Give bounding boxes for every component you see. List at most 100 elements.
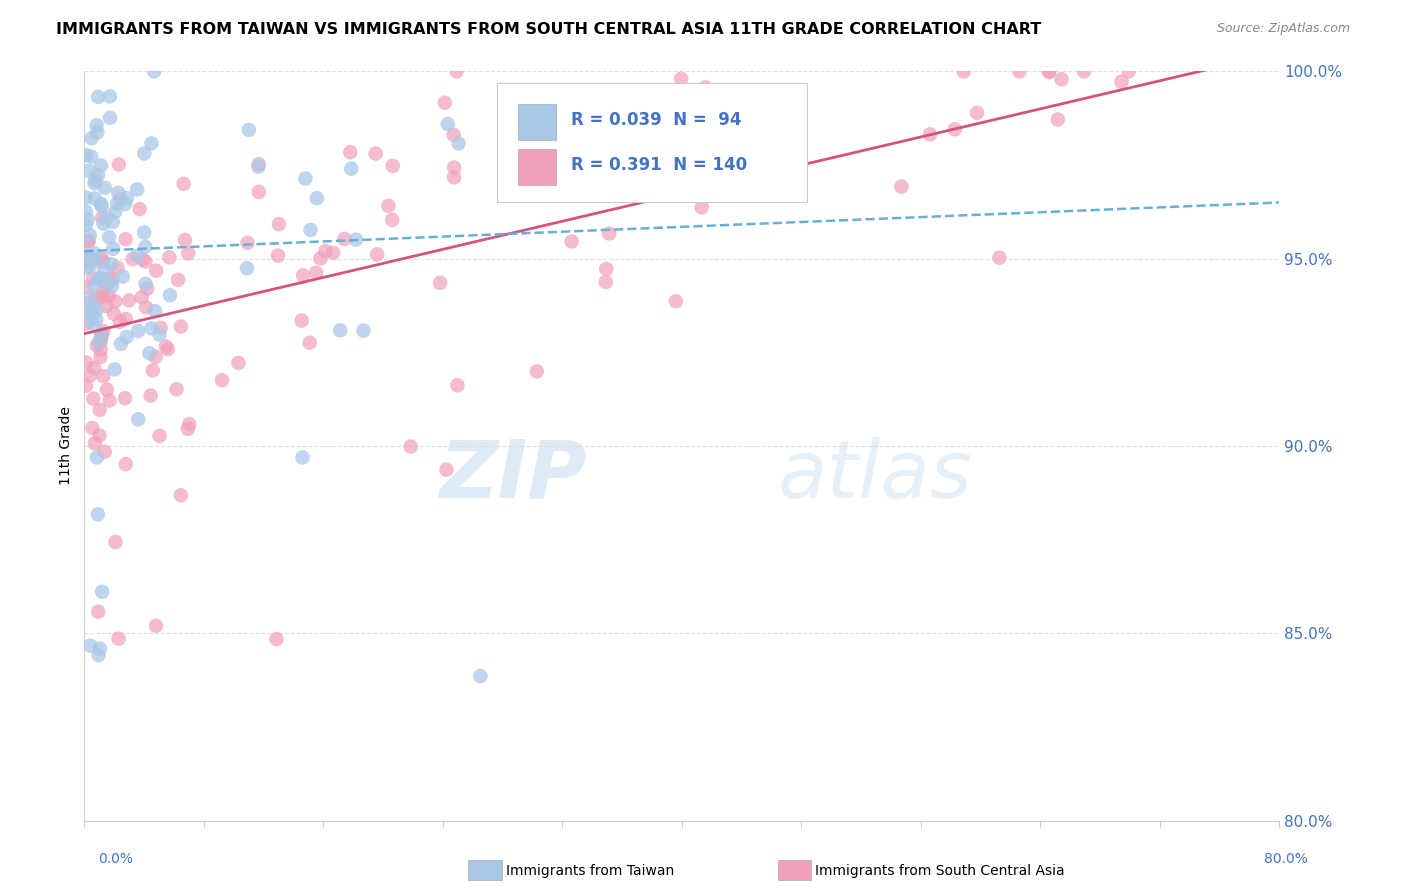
Point [166,382,188,396]
Point [665,294,688,309]
Point [114,232,136,246]
Point [100,257,122,271]
Point [494,186,516,201]
Point [429,276,451,290]
Point [75,252,97,267]
Point [96,211,118,225]
Point [108,192,131,206]
Point [89,273,111,287]
Point [98,393,121,408]
Point [713,85,735,99]
Point [104,362,127,376]
Point [84,173,107,187]
Point [83,279,105,293]
Point [75,191,97,205]
Point [952,64,974,78]
Point [79,228,101,243]
Point [344,233,367,247]
Point [170,488,193,502]
Point [142,363,165,377]
Point [141,136,163,151]
Point [93,217,115,231]
Point [134,146,156,161]
Point [101,278,124,293]
Point [86,118,108,132]
Point [131,290,153,304]
Point [381,159,404,173]
Point [1050,72,1073,87]
Point [299,223,322,237]
Point [91,324,114,338]
Point [75,280,97,294]
Point [145,350,167,364]
Point [77,234,100,248]
Point [291,313,314,327]
Point [80,316,103,330]
Point [134,226,156,240]
Text: R = 0.039  N =  94: R = 0.039 N = 94 [571,112,741,129]
Point [143,64,166,78]
Point [236,261,259,276]
Point [115,191,138,205]
Point [107,157,129,171]
Point [247,157,270,171]
Point [177,246,200,260]
Point [94,181,117,195]
Point [87,168,110,182]
Point [98,89,121,103]
Point [114,197,136,211]
Point [90,197,112,211]
Text: 0.0%: 0.0% [98,852,134,866]
Text: atlas: atlas [778,437,973,515]
Point [228,356,250,370]
Point [98,111,121,125]
Point [110,337,132,351]
Point [97,271,120,285]
Point [695,80,717,95]
Point [148,429,170,443]
Point [101,215,124,229]
Point [238,123,260,137]
FancyBboxPatch shape [519,103,557,140]
Point [115,330,138,344]
Point [111,269,134,284]
Point [90,326,112,341]
Point [267,248,290,262]
Point [86,303,108,318]
Point [121,252,143,266]
Point [77,253,100,268]
Point [94,299,117,313]
Point [87,90,110,104]
Point [107,186,129,200]
Point [756,177,779,191]
Point [247,185,270,199]
Point [1008,64,1031,78]
Point [114,457,136,471]
Point [127,412,149,426]
Point [104,294,127,309]
Text: 80.0%: 80.0% [1264,852,1308,866]
Point [103,307,125,321]
Point [141,321,163,335]
Point [561,235,583,249]
Text: Immigrants from Taiwan: Immigrants from Taiwan [506,863,675,878]
Point [322,245,344,260]
Point [157,251,180,265]
Point [1038,65,1060,79]
Point [598,227,620,241]
Point [91,211,114,225]
Point [145,263,167,277]
Point [76,234,98,248]
Point [104,534,127,549]
Point [93,369,115,384]
Point [86,450,108,465]
Point [90,343,112,357]
Point [291,450,314,465]
Point [82,306,104,320]
Point [91,327,114,342]
Point [75,305,97,319]
Point [159,288,181,302]
Point [156,343,179,357]
Point [83,191,105,205]
Point [90,199,112,213]
